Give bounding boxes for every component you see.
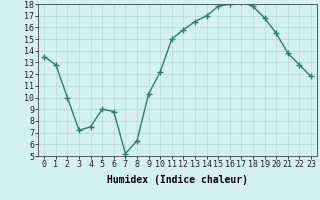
X-axis label: Humidex (Indice chaleur): Humidex (Indice chaleur) (107, 175, 248, 185)
